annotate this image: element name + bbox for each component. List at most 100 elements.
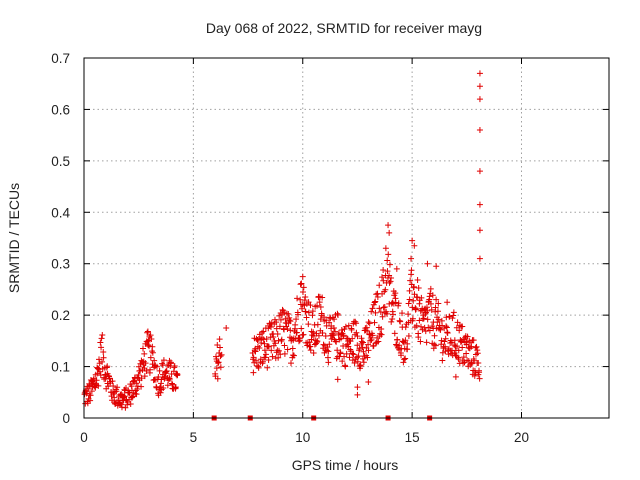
data-point [341, 353, 348, 360]
data-point [133, 391, 140, 398]
data-point [443, 323, 450, 330]
data-point [450, 312, 457, 319]
data-point [476, 127, 483, 133]
data-point [334, 311, 341, 318]
data-point [413, 306, 420, 313]
data-point [409, 304, 416, 311]
data-point [405, 311, 412, 318]
data-point [117, 400, 124, 407]
data-point [299, 273, 306, 280]
data-point [142, 360, 149, 367]
data-point [416, 317, 423, 324]
data-point [273, 325, 280, 332]
data-point [376, 282, 383, 289]
data-point [261, 347, 268, 354]
data-point [414, 276, 421, 283]
data-point [372, 309, 379, 316]
data-point [148, 335, 155, 342]
data-point [343, 350, 350, 357]
data-point [355, 353, 362, 360]
data-point [346, 354, 353, 361]
data-point [405, 300, 412, 307]
data-point [365, 319, 372, 326]
data-point [96, 356, 103, 363]
data-point [432, 342, 439, 349]
data-point [473, 343, 480, 350]
data-point [162, 368, 169, 375]
data-point [284, 346, 291, 353]
data-point [111, 394, 118, 401]
data-point [409, 237, 416, 244]
data-point [166, 374, 173, 381]
data-point [408, 255, 415, 262]
data-point [390, 311, 397, 318]
data-point [455, 347, 462, 354]
data-point [133, 380, 140, 387]
data-point [457, 338, 464, 345]
data-point [135, 372, 142, 379]
data-point [285, 311, 292, 318]
data-point [98, 335, 105, 342]
data-point [438, 337, 445, 344]
data-point [446, 313, 453, 320]
data-point [297, 281, 304, 288]
data-point [157, 389, 164, 396]
data-point [396, 317, 403, 324]
data-point [99, 332, 106, 339]
data-point [298, 305, 305, 312]
data-point [428, 306, 435, 313]
data-point [476, 227, 483, 234]
data-point [432, 304, 439, 311]
data-point [216, 336, 223, 343]
data-point [268, 347, 275, 354]
y-tick-label: 0.4 [51, 205, 70, 220]
data-point [262, 351, 269, 358]
data-point [138, 383, 145, 390]
data-point [215, 359, 222, 366]
data-point [364, 327, 371, 334]
data-point [459, 323, 466, 330]
data-point [369, 332, 376, 339]
data-point [410, 297, 417, 304]
data-point [284, 326, 291, 333]
data-point [314, 302, 321, 309]
data-point [475, 367, 482, 374]
data-point [289, 345, 296, 352]
x-tick-label: 0 [80, 430, 88, 445]
data-point [408, 267, 415, 274]
data-point [317, 303, 324, 310]
data-point [354, 391, 361, 398]
data-point [386, 229, 393, 236]
data-point [424, 316, 431, 323]
data-point [456, 327, 463, 334]
data-point [357, 363, 364, 370]
data-point [431, 332, 438, 339]
data-point [379, 313, 386, 320]
data-point [316, 299, 323, 306]
data-point [288, 360, 295, 367]
y-tick-label: 0 [62, 411, 70, 426]
y-axis-ticks: 0 0.1 0.2 0.3 0.4 0.5 0.6 0.7 [51, 51, 609, 426]
data-point [259, 329, 266, 336]
x-axis-label: GPS time / hours [292, 457, 399, 473]
data-point [463, 341, 470, 348]
data-point [305, 321, 312, 328]
data-point [310, 349, 317, 356]
data-point [451, 337, 458, 344]
data-point [314, 338, 321, 345]
data-point [255, 364, 262, 371]
data-point [146, 343, 153, 350]
data-point [422, 328, 429, 335]
data-point [378, 325, 385, 332]
data-point [471, 357, 478, 364]
y-tick-label: 0.7 [51, 51, 70, 66]
data-point [365, 379, 372, 385]
data-point [88, 388, 95, 395]
data-point [214, 342, 221, 349]
data-point [337, 350, 344, 357]
data-point [417, 323, 424, 330]
data-point [252, 348, 259, 355]
data-point [160, 357, 167, 364]
data-point [356, 345, 363, 352]
data-point [147, 332, 154, 339]
